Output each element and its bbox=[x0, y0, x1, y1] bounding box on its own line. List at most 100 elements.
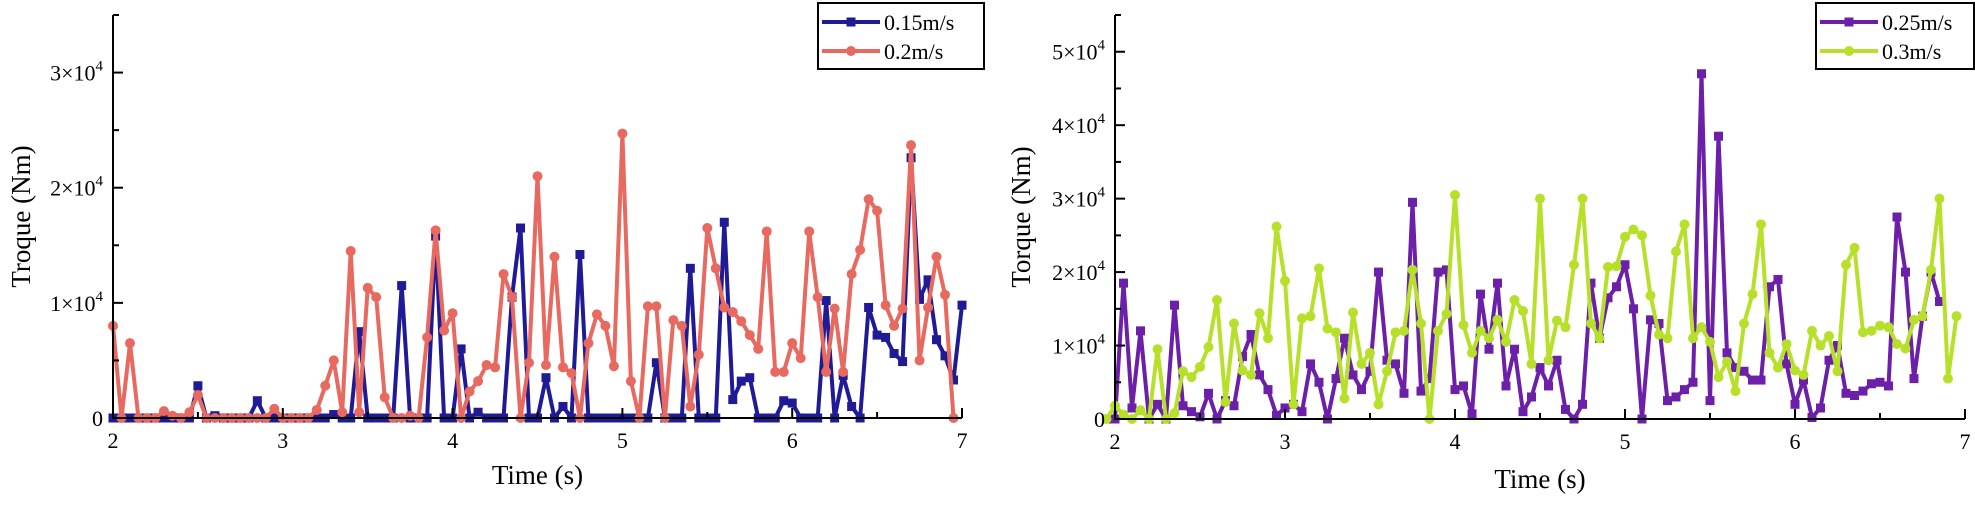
data-point bbox=[625, 376, 636, 387]
data-point bbox=[1756, 219, 1766, 230]
legend-label: 0.25m/s bbox=[1882, 10, 1952, 35]
data-point bbox=[651, 358, 661, 368]
data-point bbox=[940, 289, 951, 300]
data-point bbox=[124, 338, 135, 349]
data-point bbox=[736, 376, 746, 386]
data-point bbox=[1136, 326, 1145, 336]
y-tick-label: 1×104 bbox=[1052, 332, 1105, 359]
x-axis-title: Time (s) bbox=[1494, 464, 1585, 494]
x-tick-label: 3 bbox=[277, 428, 288, 453]
data-point bbox=[1526, 358, 1537, 369]
data-point bbox=[354, 407, 365, 418]
axes: 0 1×104 2×104 3×104 2 3 4 5 6 7 Time (s) Troque (Nm… bbox=[6, 14, 968, 490]
data-point bbox=[1390, 327, 1401, 338]
data-point bbox=[1790, 399, 1800, 409]
data-point bbox=[1552, 355, 1562, 365]
data-point bbox=[1866, 325, 1877, 336]
data-point bbox=[1314, 263, 1324, 274]
data-point bbox=[914, 355, 925, 366]
data-point bbox=[1339, 393, 1350, 404]
data-point bbox=[889, 320, 900, 331]
data-point bbox=[1186, 372, 1197, 383]
data-point bbox=[710, 263, 721, 274]
data-point bbox=[727, 307, 738, 318]
data-point bbox=[923, 302, 934, 313]
data-point bbox=[1926, 264, 1936, 275]
data-point bbox=[1212, 295, 1222, 306]
data-point bbox=[1255, 370, 1264, 380]
data-point bbox=[1476, 289, 1485, 299]
y-axis-title: Torque (Nm) bbox=[1006, 146, 1036, 287]
data-point bbox=[193, 381, 203, 391]
data-point bbox=[1357, 385, 1366, 395]
y-tick-label: 2×104 bbox=[1052, 258, 1105, 285]
x-tick-label: 5 bbox=[617, 428, 628, 453]
data-point bbox=[1340, 333, 1349, 343]
x-tick-label: 4 bbox=[447, 428, 458, 453]
data-point bbox=[541, 373, 551, 383]
data-point bbox=[1391, 359, 1400, 369]
data-point bbox=[812, 292, 823, 303]
data-point bbox=[1373, 399, 1384, 410]
data-point bbox=[1807, 325, 1817, 336]
data-point bbox=[880, 300, 891, 311]
data-point bbox=[464, 386, 475, 397]
x-tick-label: 7 bbox=[1960, 429, 1971, 454]
data-point bbox=[1246, 369, 1256, 380]
data-point bbox=[566, 368, 577, 379]
data-point bbox=[1407, 264, 1418, 275]
y-tick-label: 3×104 bbox=[50, 59, 103, 86]
data-point bbox=[532, 171, 543, 182]
data-point bbox=[1764, 347, 1775, 358]
legend-marker-square-icon bbox=[1844, 17, 1854, 27]
data-point bbox=[1875, 320, 1885, 331]
data-point bbox=[1433, 325, 1443, 336]
data-point bbox=[1254, 308, 1265, 319]
legend-item: 0.2m/s bbox=[822, 39, 943, 64]
data-point bbox=[1152, 344, 1163, 355]
data-point bbox=[1739, 366, 1749, 376]
data-point bbox=[1238, 352, 1247, 362]
data-point bbox=[676, 320, 687, 331]
data-point bbox=[1645, 290, 1656, 301]
legend-marker-circle-icon bbox=[1844, 46, 1854, 56]
data-point bbox=[1671, 246, 1681, 257]
data-point bbox=[872, 205, 883, 216]
data-point bbox=[1229, 401, 1239, 411]
data-point bbox=[1135, 405, 1146, 416]
data-point bbox=[864, 302, 874, 312]
data-point bbox=[608, 361, 619, 372]
data-point bbox=[804, 226, 815, 237]
x-tick-label: 6 bbox=[787, 428, 798, 453]
data-point bbox=[540, 360, 551, 371]
data-point bbox=[1782, 359, 1791, 369]
data-point bbox=[761, 226, 772, 237]
data-point bbox=[1722, 356, 1732, 367]
data-point bbox=[524, 357, 535, 368]
data-point bbox=[1416, 386, 1426, 396]
data-point bbox=[1900, 343, 1911, 354]
data-point bbox=[1697, 69, 1706, 79]
data-point bbox=[320, 380, 331, 391]
data-point bbox=[362, 282, 373, 293]
data-point bbox=[1501, 381, 1511, 391]
legend-marker-circle-icon bbox=[846, 46, 856, 56]
x-tick-label: 5 bbox=[1620, 429, 1631, 454]
data-point bbox=[719, 302, 730, 313]
data-point bbox=[1450, 385, 1460, 395]
data-point bbox=[1663, 396, 1672, 406]
y-tick-label: 5×104 bbox=[1052, 38, 1105, 65]
data-point bbox=[1671, 392, 1681, 402]
data-point bbox=[897, 303, 908, 314]
data-point bbox=[1263, 333, 1273, 344]
data-point bbox=[1467, 347, 1477, 358]
data-point bbox=[923, 275, 933, 285]
data-point bbox=[1118, 409, 1129, 420]
axes: 0 1×104 2×104 3×104 4×104 5×104 2 3 4 5 6 7 Time (s)… bbox=[1006, 14, 1971, 494]
data-point bbox=[1705, 336, 1715, 347]
data-point bbox=[329, 410, 339, 420]
data-point bbox=[1178, 401, 1188, 411]
data-point bbox=[1807, 413, 1817, 423]
data-point bbox=[1654, 319, 1664, 329]
data-point bbox=[1696, 322, 1707, 333]
